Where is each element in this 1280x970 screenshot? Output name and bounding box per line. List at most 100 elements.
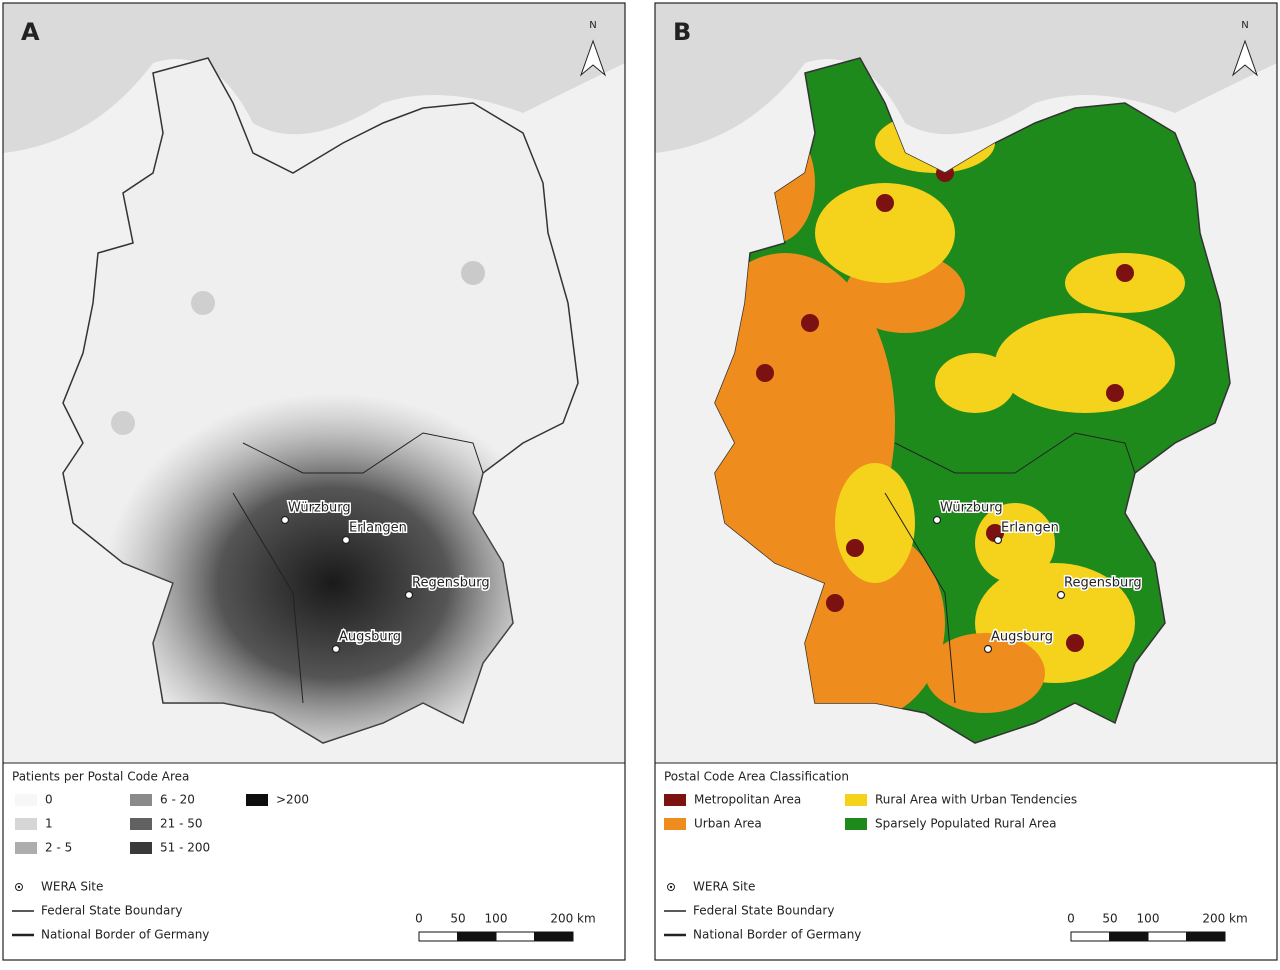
scale-segment bbox=[1109, 931, 1149, 942]
symbol-label: National Border of Germany bbox=[693, 928, 861, 942]
site-marker bbox=[1056, 590, 1066, 600]
scale-label: 50 bbox=[1102, 912, 1117, 926]
class-area bbox=[1065, 253, 1185, 313]
site-label: Erlangen bbox=[1001, 521, 1059, 536]
site-marker bbox=[404, 590, 414, 600]
scale-segment bbox=[534, 931, 574, 942]
legend-swatch bbox=[664, 794, 686, 806]
germany-map bbox=[714, 57, 1231, 744]
map-fill bbox=[103, 261, 563, 743]
legend-swatch bbox=[130, 818, 152, 830]
symbol-label: National Border of Germany bbox=[41, 928, 209, 942]
scale-label: 100 bbox=[1137, 912, 1160, 926]
sea bbox=[3, 3, 625, 153]
density-patch bbox=[461, 261, 485, 285]
scale-label: 0 bbox=[1067, 912, 1075, 926]
legend-label: Metropolitan Area bbox=[694, 793, 801, 807]
legend-title: Postal Code Area Classification bbox=[664, 770, 849, 784]
density-area bbox=[103, 393, 563, 743]
scale-segment bbox=[1186, 931, 1226, 942]
scale-segment bbox=[495, 931, 535, 942]
north-arrow bbox=[1231, 39, 1259, 77]
site-label: Regensburg bbox=[1064, 576, 1142, 591]
legend-swatch bbox=[130, 794, 152, 806]
state-boundary bbox=[242, 432, 484, 474]
metro-area bbox=[756, 364, 774, 382]
legend-swatch bbox=[664, 818, 686, 830]
site-marker bbox=[331, 644, 341, 654]
panel: B N Würzburg Erlangen Regensburg Augsburg Post… bbox=[654, 2, 1278, 961]
panel-border bbox=[2, 2, 626, 961]
site-marker bbox=[280, 515, 290, 525]
legend-label: Urban Area bbox=[694, 817, 762, 831]
density-patch bbox=[191, 291, 215, 315]
metro-area bbox=[826, 594, 844, 612]
site-label: Regensburg bbox=[412, 576, 490, 591]
symbol-label: Federal State Boundary bbox=[41, 904, 182, 918]
panel-label: B bbox=[673, 18, 691, 46]
scale-label: 200 km bbox=[1202, 912, 1247, 926]
site-label: Augsburg bbox=[991, 630, 1053, 645]
metro-area bbox=[801, 314, 819, 332]
legend-swatch bbox=[15, 818, 37, 830]
legend-label: 1 bbox=[45, 817, 53, 831]
north-label: N bbox=[589, 20, 596, 31]
panel-label: A bbox=[21, 18, 40, 46]
north-arrow bbox=[579, 39, 607, 77]
panel-border bbox=[654, 2, 1278, 961]
scale-label: 50 bbox=[450, 912, 465, 926]
legend-title: Patients per Postal Code Area bbox=[12, 770, 189, 784]
north-label: N bbox=[1241, 20, 1248, 31]
site-marker bbox=[983, 644, 993, 654]
scale-label: 0 bbox=[415, 912, 423, 926]
symbol-site-dot bbox=[669, 885, 673, 889]
site-marker bbox=[993, 535, 1003, 545]
legend-label: 2 - 5 bbox=[45, 841, 72, 855]
legend-label: 51 - 200 bbox=[160, 841, 210, 855]
metro-area bbox=[846, 539, 864, 557]
scale-segment bbox=[1070, 931, 1110, 942]
scale-segment bbox=[457, 931, 497, 942]
legend-label: 0 bbox=[45, 793, 53, 807]
legend-swatch bbox=[845, 794, 867, 806]
legend-swatch bbox=[130, 842, 152, 854]
legend-swatch bbox=[246, 794, 268, 806]
site-label: Würzburg bbox=[288, 501, 351, 516]
legend-label: Rural Area with Urban Tendencies bbox=[875, 793, 1077, 807]
state-boundary bbox=[232, 492, 304, 704]
class-area bbox=[935, 353, 1015, 413]
site-label: Würzburg bbox=[940, 501, 1003, 516]
symbol-label: WERA Site bbox=[41, 880, 103, 894]
class-area bbox=[995, 313, 1175, 413]
metro-area bbox=[876, 194, 894, 212]
density-patch bbox=[111, 411, 135, 435]
scale-label: 100 bbox=[485, 912, 508, 926]
state-boundary bbox=[884, 492, 956, 704]
sea bbox=[655, 3, 1277, 153]
scale-segment bbox=[418, 931, 458, 942]
class-area bbox=[765, 523, 945, 723]
class-area bbox=[815, 183, 955, 283]
site-label: Augsburg bbox=[339, 630, 401, 645]
state-boundary bbox=[894, 432, 1136, 474]
metro-area bbox=[1066, 634, 1084, 652]
symbol-label: Federal State Boundary bbox=[693, 904, 834, 918]
site-marker bbox=[341, 535, 351, 545]
symbol-site-dot bbox=[17, 885, 21, 889]
legend-swatch bbox=[15, 842, 37, 854]
legend-label: >200 bbox=[276, 793, 309, 807]
symbol-label: WERA Site bbox=[693, 880, 755, 894]
class-area bbox=[975, 503, 1055, 583]
scale-label: 200 km bbox=[550, 912, 595, 926]
legend-swatch bbox=[15, 794, 37, 806]
metro-area bbox=[1106, 384, 1124, 402]
scale-segment bbox=[1147, 931, 1187, 942]
class-area bbox=[925, 633, 1045, 713]
metro-area bbox=[1116, 264, 1134, 282]
panel: A N Würzburg Erlangen Regensburg Augsburg Pati… bbox=[2, 2, 626, 961]
legend-label: 21 - 50 bbox=[160, 817, 203, 831]
legend-swatch bbox=[845, 818, 867, 830]
germany-map bbox=[62, 57, 579, 744]
